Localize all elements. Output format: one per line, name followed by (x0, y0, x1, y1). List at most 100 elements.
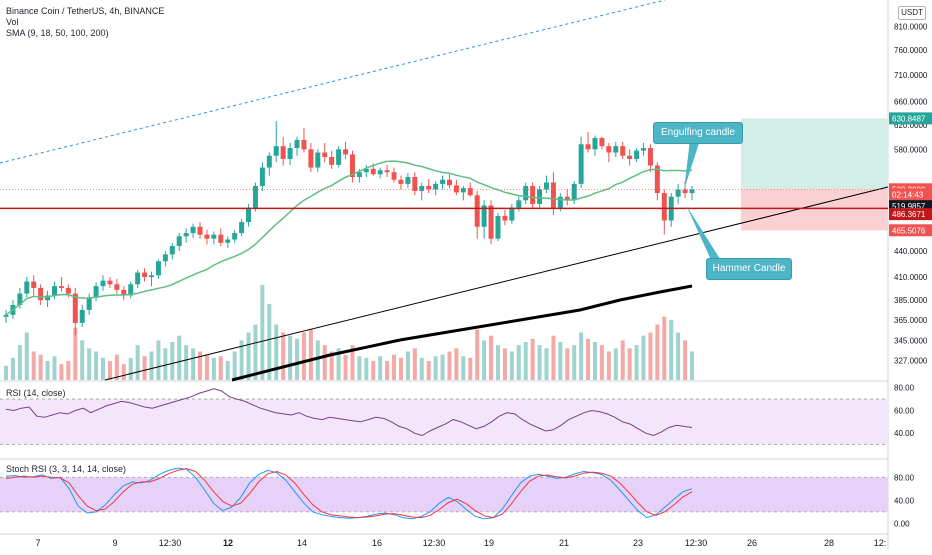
price-tick-label: 580.0000 (894, 145, 928, 154)
candle-body (294, 139, 300, 149)
volume-bar (59, 364, 64, 380)
price-tick-label: 620.0000 (894, 121, 928, 130)
candle-body (564, 196, 570, 201)
volume-bar (232, 351, 237, 380)
candle-body (100, 280, 106, 287)
candle-body (654, 165, 660, 194)
engulfing-candle-callout[interactable]: Engulfing candle (653, 122, 743, 144)
volume-bar (274, 324, 279, 380)
candle-body (419, 185, 425, 191)
candle-body (606, 146, 612, 153)
sma-legend[interactable]: SMA (9, 18, 50, 100, 200) (6, 28, 109, 38)
volume-bar (246, 332, 251, 380)
candle-body (391, 172, 397, 180)
time-tick-label: 16 (372, 538, 382, 548)
volume-bar (350, 345, 355, 380)
volume-bar (329, 351, 334, 380)
candle-body (433, 183, 439, 190)
candle-body (523, 185, 529, 201)
candle-body (266, 155, 272, 168)
candle-body (79, 309, 85, 323)
candle-body (356, 172, 362, 177)
price-tick-label: 365.0000 (894, 316, 928, 325)
volume-bar (315, 340, 320, 380)
time-tick-label: 12:30 (685, 538, 708, 548)
rsi-band (0, 399, 888, 445)
volume-bar (114, 354, 119, 380)
candle-body (52, 286, 58, 296)
rsi-tick-label: 80.00 (894, 384, 915, 393)
volume-bar (662, 316, 667, 380)
volume-bar (544, 348, 549, 380)
volume-bar (572, 345, 577, 380)
ascending-trendline (104, 186, 889, 381)
volume-bar (461, 356, 466, 380)
candle-body (343, 149, 349, 155)
volume-bar (489, 335, 494, 380)
long-trend-line (231, 284, 693, 382)
volume-bar (398, 357, 403, 380)
volume-bar (31, 351, 36, 380)
hammer-candle-callout[interactable]: Hammer Candle (706, 258, 792, 280)
candle-body (495, 215, 501, 239)
stoch-rsi-pane-label[interactable]: Stoch RSI (3, 3, 14, 14, close) (6, 464, 127, 474)
volume-bar (239, 340, 244, 380)
candle-body (557, 196, 563, 208)
candle-body (530, 185, 536, 204)
candle-body (585, 144, 591, 150)
candle-body (682, 189, 688, 194)
candle-body (349, 154, 355, 177)
volume-legend[interactable]: Vol (6, 17, 19, 27)
price-label-tag (889, 188, 932, 201)
candle-body (190, 226, 196, 234)
volume-bar (163, 348, 168, 380)
price-label-tag (889, 208, 932, 221)
volume-bar (405, 351, 410, 380)
volume-bar (101, 357, 106, 380)
volume-bar (579, 332, 584, 380)
volume-bar (523, 342, 528, 380)
candle-body (537, 189, 543, 204)
currency-badge[interactable]: USDT (898, 6, 926, 20)
volume-bar (24, 332, 29, 380)
hammer-pointer (686, 205, 722, 262)
volume-bar (537, 345, 542, 380)
candle-body (384, 170, 390, 173)
candle-body (86, 297, 92, 310)
time-tick-label: 12 (223, 538, 233, 548)
volume-bar (204, 354, 209, 380)
price-label-text: 465.5076 (892, 226, 926, 235)
candle-body (211, 234, 217, 239)
volume-bar (530, 338, 535, 380)
volume-bar (371, 361, 376, 380)
price-label-tag (889, 112, 932, 125)
volume-bar (558, 342, 563, 380)
candle-body (675, 189, 681, 197)
candle-body (329, 157, 335, 165)
volume-bar (343, 354, 348, 380)
candle-body (107, 280, 113, 285)
rsi-pane-label[interactable]: RSI (14, close) (6, 388, 66, 398)
candle-body (627, 155, 633, 159)
time-tick-label: 23 (633, 538, 643, 548)
volume-bar (177, 335, 182, 380)
volume-bar (128, 357, 133, 380)
candle-body (308, 149, 314, 168)
candle-body (93, 286, 99, 298)
candle-body (45, 295, 51, 301)
candle-body (17, 293, 23, 306)
candle-body (509, 207, 515, 221)
candle-body (647, 148, 653, 166)
candle-body (31, 281, 37, 288)
volume-bar (52, 356, 57, 380)
candle-body (287, 148, 293, 159)
volume-bar (4, 365, 8, 380)
volume-bar (419, 357, 424, 380)
candle-body (370, 168, 376, 175)
price-tick-label: 710.0000 (894, 71, 928, 80)
symbol-title[interactable]: Binance Coin / TetherUS, 4h, BINANCE (6, 6, 165, 16)
candle-body (246, 207, 252, 223)
volume-bar (336, 348, 341, 380)
